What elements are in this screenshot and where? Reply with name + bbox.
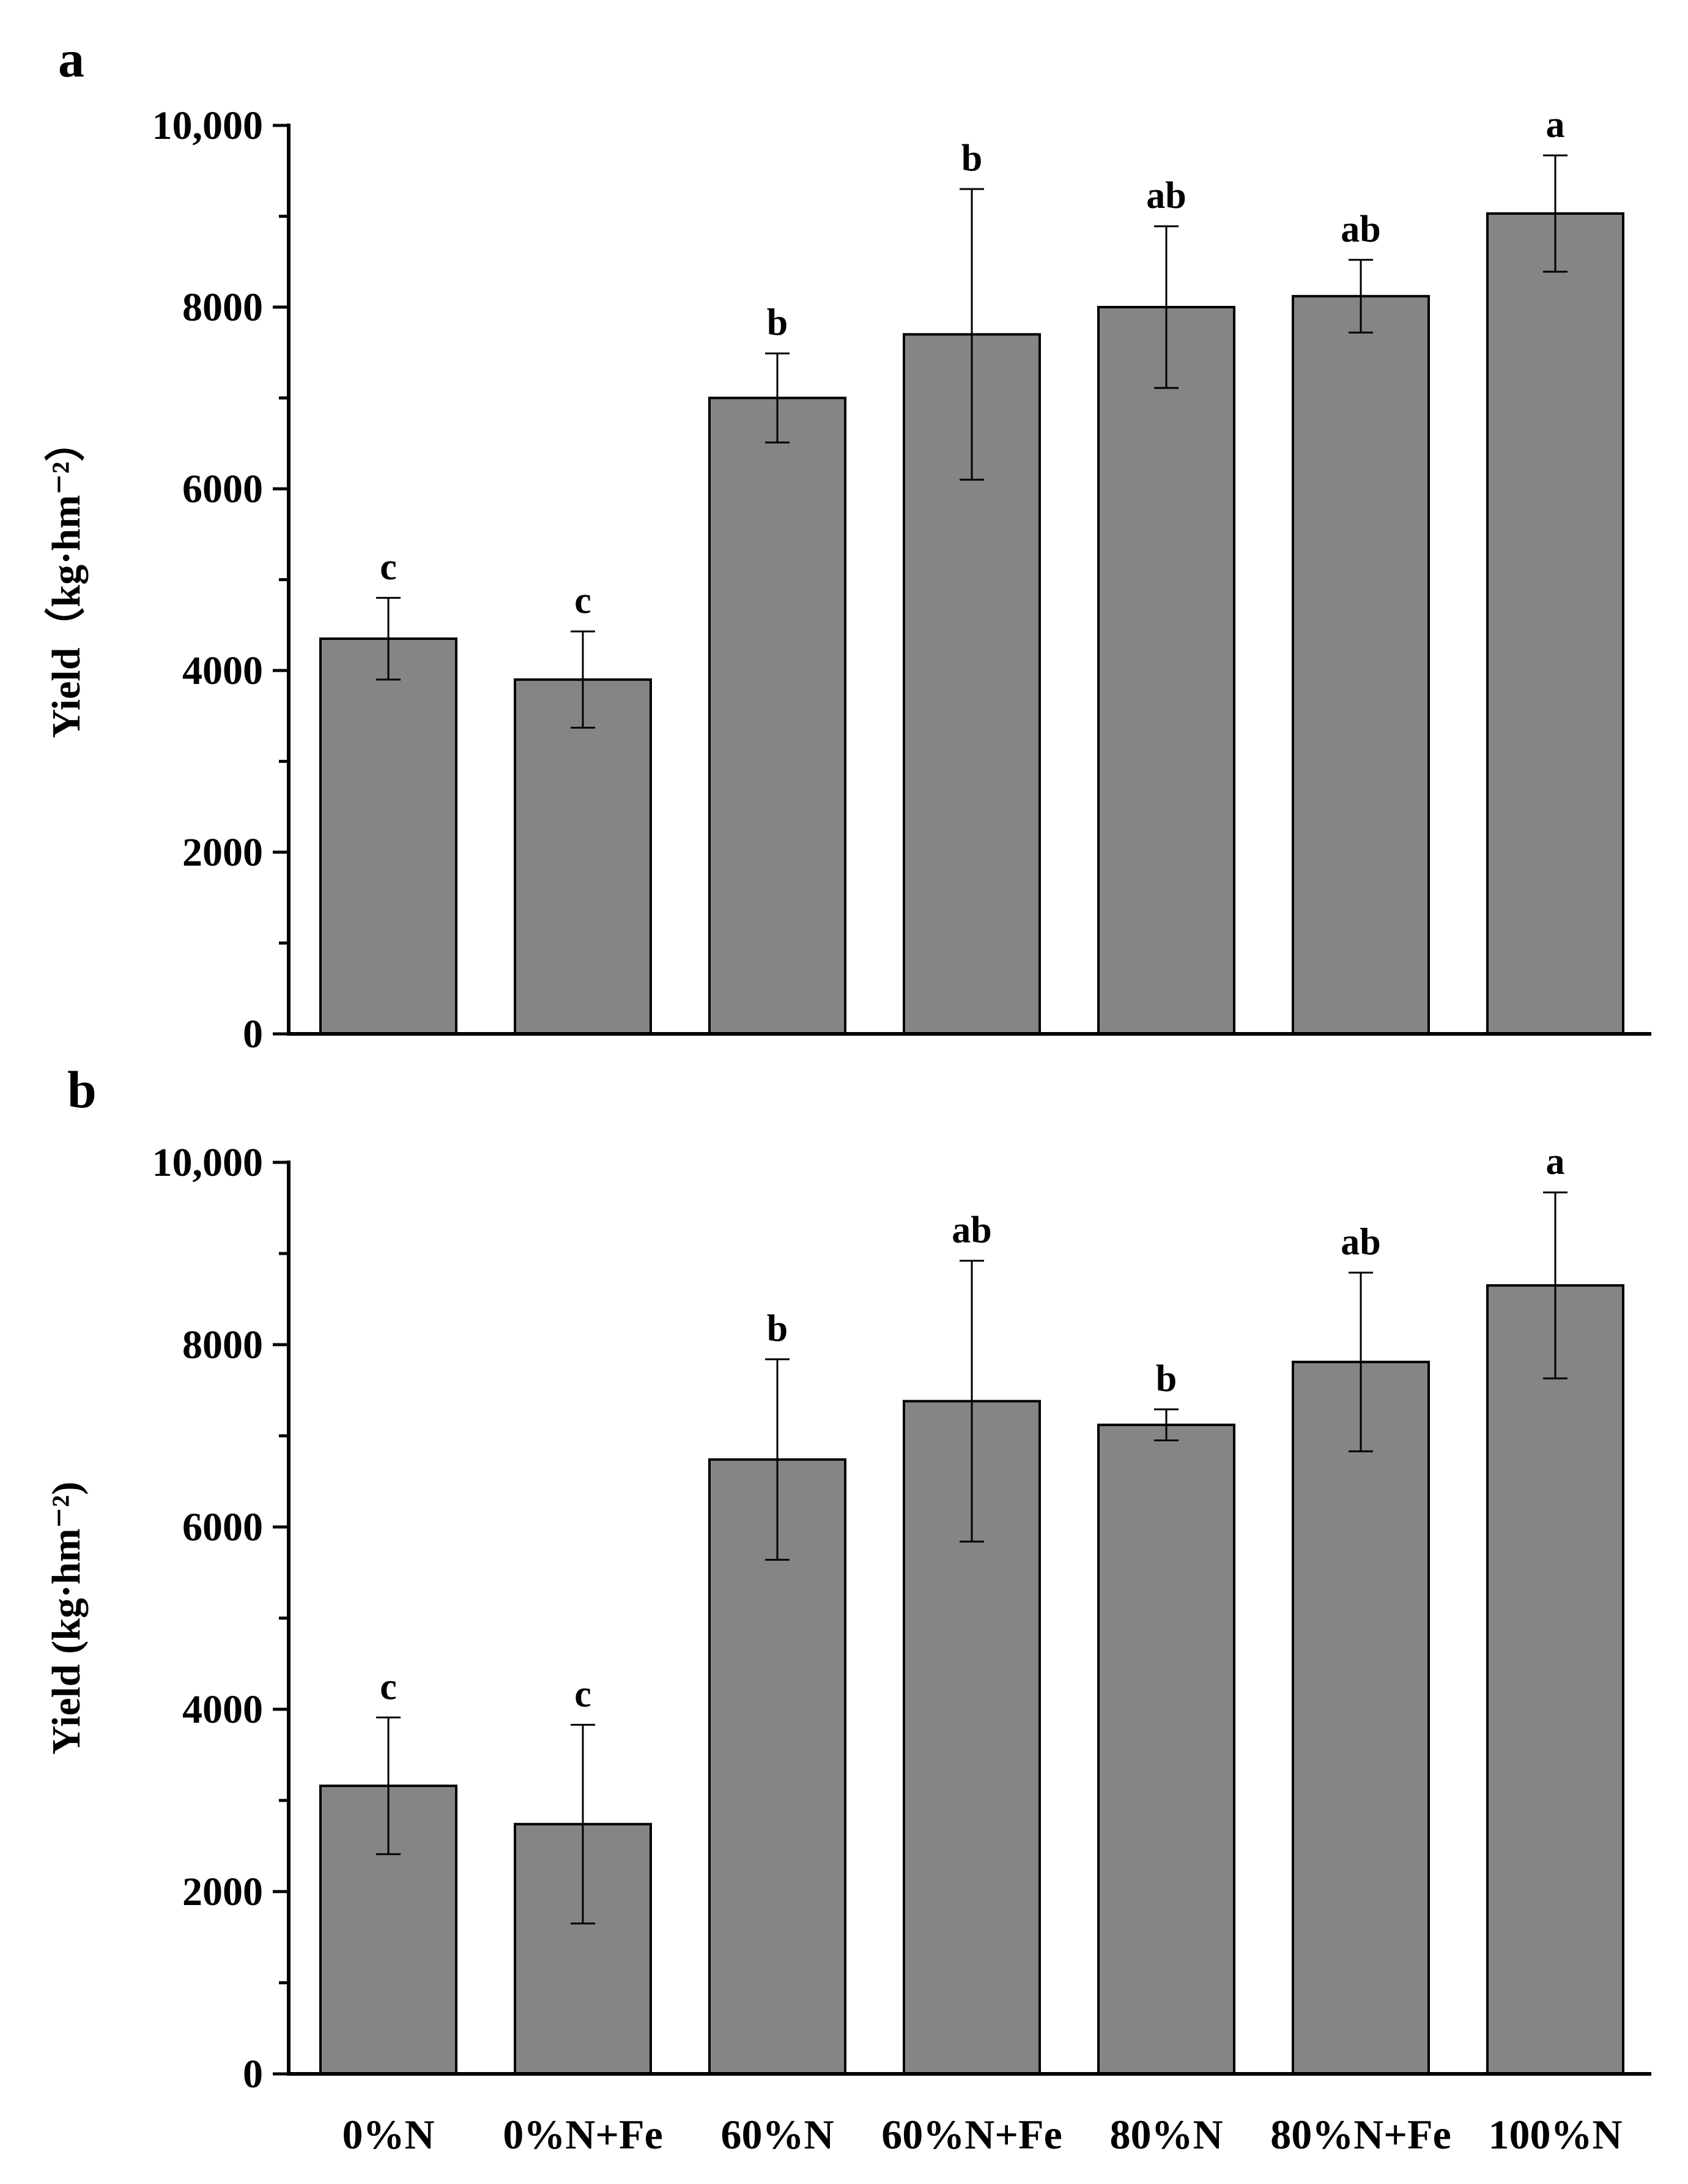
y-tick-label: 2000 (182, 830, 263, 875)
y-tick-label: 10,000 (152, 103, 264, 148)
chart-panel-a: a Yield（kg·hm⁻²） 0 2000 4000 6000 8000 10,000 c c… (43, 29, 1651, 1057)
y-tick-label: 0 (243, 2052, 263, 2097)
panel-letter: b (67, 1060, 97, 1119)
bar-80%N+Fe (1292, 1361, 1430, 2075)
panel-letter: a (58, 29, 84, 88)
y-tick-label: 6000 (182, 467, 263, 511)
y-tick-label: 4000 (182, 648, 263, 693)
x-category-label: 60%N+Fe (881, 2111, 1062, 2158)
x-category-label: 0%N+Fe (503, 2111, 663, 2158)
significance-label: b (961, 138, 982, 179)
x-category-label: 0%N (342, 2111, 434, 2158)
y-tick-label: 6000 (182, 1505, 263, 1550)
bar-60%N (708, 396, 846, 1035)
x-category-label: 80%N (1109, 2111, 1223, 2158)
significance-label: b (767, 302, 788, 344)
y-tick-label: 10,000 (152, 1140, 264, 1185)
significance-label: ab (1146, 175, 1186, 217)
y-tick-label: 8000 (182, 1323, 263, 1367)
significance-label: c (574, 580, 591, 622)
x-category-label: 80%N+Fe (1270, 2111, 1451, 2158)
significance-label: c (380, 546, 397, 588)
x-category-label: 60%N (720, 2111, 834, 2158)
significance-label: c (380, 1666, 397, 1707)
significance-label: a (1546, 104, 1565, 146)
y-tick-label: 4000 (182, 1687, 263, 1732)
bar-0%N+Fe (514, 678, 652, 1035)
significance-label: c (574, 1673, 591, 1715)
x-category-label: 100%N (1488, 2111, 1622, 2158)
bar-100%N (1486, 1284, 1624, 2075)
chart-panel-b: b Yield (kg·hm⁻²) 0 2000 4000 6000 8000 10,000 c… (44, 1060, 1651, 2158)
y-tick-label: 0 (243, 1012, 263, 1057)
bar-80%N (1097, 306, 1235, 1035)
y-tick-label: 2000 (182, 1870, 263, 1914)
y-axis-label: Yield (kg·hm⁻²) (44, 1482, 89, 1755)
significance-label: b (767, 1308, 788, 1350)
bar-0%N (319, 637, 457, 1035)
significance-label: ab (1341, 1221, 1380, 1263)
significance-label: a (1546, 1141, 1565, 1183)
y-tick-label: 8000 (182, 285, 263, 330)
significance-label: b (1156, 1358, 1177, 1400)
bar-0%N+Fe (514, 1822, 652, 2075)
significance-label: ab (1341, 209, 1380, 250)
bar-80%N (1097, 1424, 1235, 2076)
bar-100%N (1486, 212, 1624, 1035)
bar-80%N+Fe (1292, 295, 1430, 1035)
y-axis-label: Yield（kg·hm⁻²） (43, 422, 89, 738)
significance-label: ab (952, 1209, 991, 1251)
